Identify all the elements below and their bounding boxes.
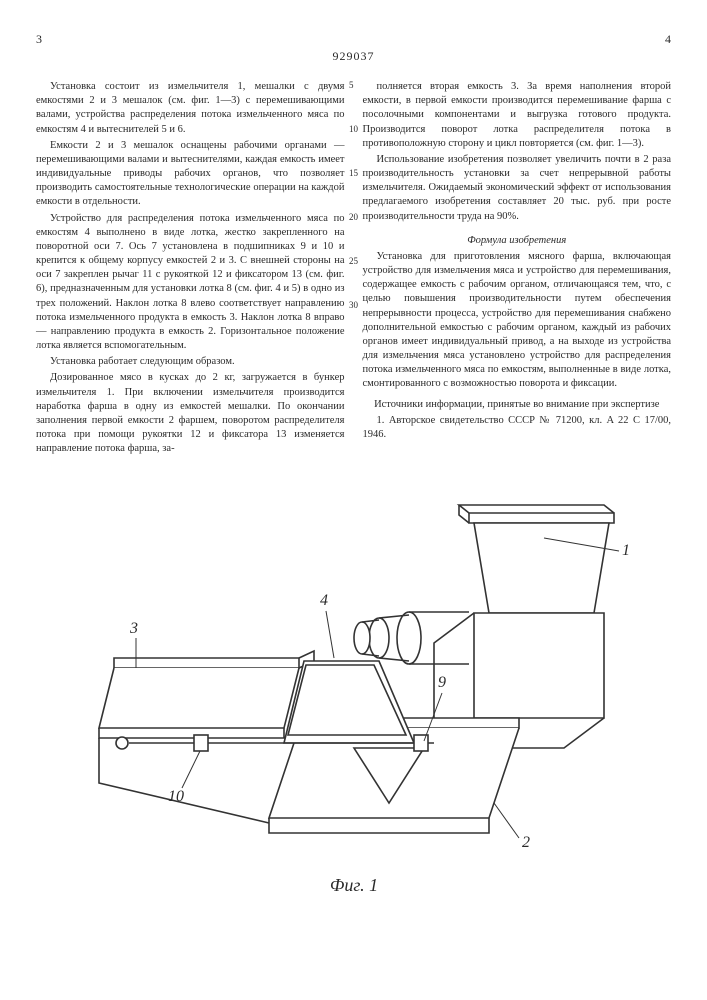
paragraph: Использование изобретения позволяет увел… (363, 153, 672, 224)
paragraph: Установка работает следующим образом. (36, 355, 345, 369)
line-num: 10 (349, 124, 358, 134)
line-num: 30 (349, 300, 358, 310)
left-column: Установка состоит из измельчителя 1, меш… (36, 80, 345, 458)
figure-1: 1 4 3 9 10 2 Фиг. 1 (36, 478, 671, 908)
claim-text: Установка для приготовления мясного фарш… (363, 250, 672, 392)
right-column: полняется вторая емкость 3. За время нап… (363, 80, 672, 458)
figure-caption: Фиг. 1 (329, 875, 377, 895)
page-number-left: 3 (36, 32, 42, 47)
paragraph: Емкости 2 и 3 мешалок оснащены рабочими … (36, 139, 345, 210)
document-number: 929037 (36, 49, 671, 64)
figure-label: 9 (438, 674, 446, 691)
line-num: 20 (349, 212, 358, 222)
page-header: 3 4 (36, 32, 671, 47)
page-number-right: 4 (665, 32, 671, 47)
figure-label: 10 (168, 788, 184, 805)
figure-label: 4 (320, 592, 328, 609)
line-num: 5 (349, 80, 358, 90)
sources-block: Источники информации, принятые во вниман… (363, 398, 672, 443)
claim-title: Формула изобретения (363, 234, 672, 248)
paragraph: Дозированное мясо в кусках до 2 кг, загр… (36, 371, 345, 456)
sources-title: Источники информации, принятые во вниман… (363, 398, 672, 412)
figure-label: 1 (622, 542, 630, 559)
line-num: 25 (349, 256, 358, 266)
figure-label: 3 (129, 620, 138, 637)
paragraph: Установка состоит из измельчителя 1, меш… (36, 80, 345, 137)
patent-page: 3 4 929037 5 10 15 20 25 30 Установка со… (0, 0, 707, 1000)
source-item: 1. Авторское свидетельство СССР № 71200,… (363, 414, 672, 442)
paragraph: полняется вторая емкость 3. За время нап… (363, 80, 672, 151)
paragraph: Устройство для распределения потока изме… (36, 212, 345, 354)
line-number-gutter: 5 10 15 20 25 30 (349, 80, 358, 310)
line-num: 15 (349, 168, 358, 178)
apparatus-diagram-icon: 1 4 3 9 10 2 Фиг. 1 (74, 483, 634, 903)
figure-label: 2 (522, 834, 530, 851)
